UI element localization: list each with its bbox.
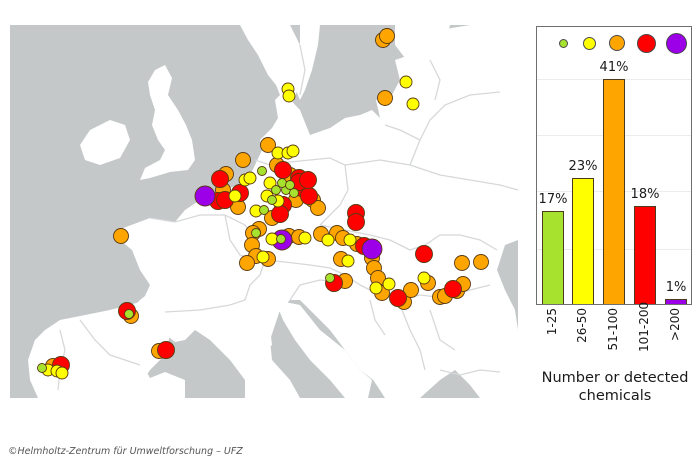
site-marker: [347, 213, 365, 231]
site-marker: [289, 188, 299, 198]
bar-chart-panel: 17% 23% 41% 18% 1%: [536, 26, 692, 305]
site-marker: [361, 238, 383, 260]
site-marker: [243, 171, 257, 185]
site-marker: [228, 189, 242, 203]
site-marker: [379, 28, 395, 44]
site-marker: [267, 195, 277, 205]
site-marker: [260, 137, 276, 153]
site-marker: [369, 281, 383, 295]
legend-dot-200: [665, 32, 687, 54]
bar-value-label: 23%: [568, 159, 598, 175]
site-marker: [444, 280, 462, 298]
borders: [57, 44, 518, 391]
site-marker: [274, 161, 292, 179]
site-marker: [276, 234, 286, 244]
site-marker: [382, 277, 396, 291]
category-label: 26-50: [575, 308, 589, 343]
x-axis-title: Number or detected chemicals: [540, 369, 690, 405]
legend-dot-125: [558, 38, 568, 48]
x-axis-title-line-1: Number or detected: [541, 370, 689, 386]
site-marker: [235, 152, 251, 168]
site-marker: [259, 205, 269, 215]
site-marker: [194, 185, 216, 207]
site-marker: [399, 75, 413, 89]
bar-200: [665, 299, 687, 305]
site-marker: [310, 200, 326, 216]
site-marker: [271, 205, 289, 223]
site-marker: [124, 309, 134, 319]
legend-dot-51100: [609, 35, 625, 51]
site-marker: [286, 144, 300, 158]
site-marker: [256, 250, 270, 264]
site-marker: [257, 166, 267, 176]
site-marker: [377, 90, 393, 106]
site-marker: [282, 89, 296, 103]
legend-dot-2650: [582, 36, 596, 50]
site-marker: [343, 233, 357, 247]
sampling-sites: [37, 28, 489, 380]
site-marker: [341, 254, 355, 268]
site-marker: [113, 228, 129, 244]
site-marker: [298, 231, 312, 245]
bar-101200: [634, 205, 656, 305]
bar-125: [542, 211, 564, 305]
category-label: 101-200: [637, 301, 651, 352]
site-marker: [285, 180, 295, 190]
europe-map: [10, 25, 518, 398]
bar-value-label: 41%: [599, 60, 629, 75]
site-marker: [299, 171, 317, 189]
site-marker: [55, 366, 69, 380]
site-marker: [251, 228, 261, 238]
site-marker: [406, 97, 420, 111]
site-marker: [157, 341, 175, 359]
site-marker: [389, 289, 407, 307]
site-marker: [239, 255, 255, 271]
bar-value-label: 1%: [665, 280, 687, 296]
bar-2650: [572, 178, 594, 305]
site-marker: [473, 254, 489, 270]
site-marker: [300, 187, 318, 205]
x-axis-line: [536, 304, 691, 305]
category-label: 51-100: [606, 308, 620, 351]
category-label: >200: [668, 308, 682, 341]
site-marker: [417, 271, 431, 285]
bar-value-label: 18%: [630, 186, 660, 202]
site-marker: [321, 233, 335, 247]
copyright-credit: ©Helmholtz-Zentrum für Umweltforschung –…: [8, 446, 243, 457]
site-marker: [415, 245, 433, 263]
legend-dot-101200: [636, 33, 656, 53]
site-marker: [271, 185, 281, 195]
site-marker: [403, 282, 419, 298]
bar-value-label: 17%: [538, 192, 568, 208]
site-marker: [325, 273, 335, 283]
site-marker: [263, 176, 277, 190]
category-label: 1-25: [545, 308, 559, 336]
site-marker: [454, 255, 470, 271]
bar-51100: [603, 79, 625, 305]
map-canvas: [28, 25, 518, 398]
x-axis-title-line-2: chemicals: [578, 388, 652, 404]
site-marker: [37, 363, 47, 373]
site-marker: [211, 170, 229, 188]
